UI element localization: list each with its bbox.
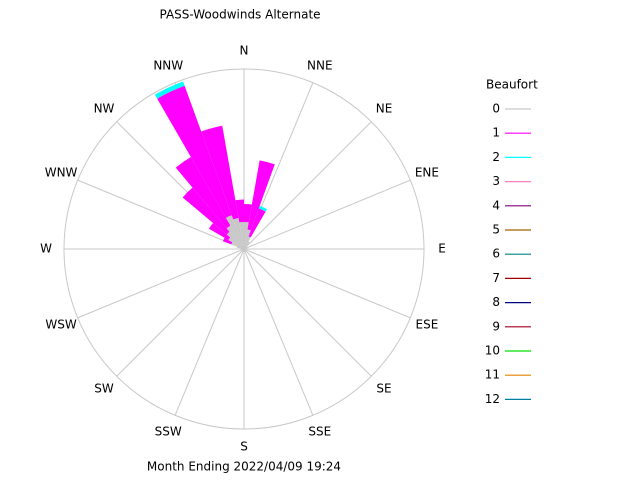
- petal-segment: [244, 249, 245, 251]
- petal-segment: [226, 225, 244, 249]
- direction-label: SE: [376, 382, 391, 396]
- spoke: [77, 179, 245, 250]
- petal-segment: [240, 249, 244, 250]
- petal-segment: [243, 249, 244, 251]
- spoke: [174, 248, 245, 416]
- legend-label: 10: [485, 344, 500, 358]
- petal-segment: [241, 249, 244, 252]
- petal-segment: [244, 247, 247, 249]
- direction-label: S: [240, 440, 248, 454]
- legend-title: Beaufort: [486, 78, 538, 92]
- petal-segment: [244, 249, 246, 251]
- direction-label: ESE: [416, 317, 439, 331]
- direction-label: ENE: [415, 166, 439, 180]
- direction-label: WSW: [45, 317, 76, 331]
- petal-segment: [239, 248, 244, 249]
- legend-label: 6: [492, 247, 500, 261]
- petal-segment: [175, 157, 231, 229]
- petal-segment: [244, 249, 246, 251]
- direction-label: E: [438, 242, 446, 256]
- petals: [154, 81, 275, 252]
- legend-label: 3: [492, 174, 500, 188]
- direction-label: SW: [94, 382, 114, 396]
- petal-segment: [248, 208, 266, 238]
- petal-segment: [236, 246, 244, 249]
- chart-title: PASS-Woodwinds Alternate: [159, 8, 320, 22]
- petal-segment: [244, 229, 251, 249]
- petal-segment: [258, 205, 267, 212]
- petal-segment: [244, 247, 247, 249]
- legend-label: 4: [492, 198, 500, 212]
- petal-segment: [231, 242, 244, 249]
- legend-label: 7: [492, 271, 500, 285]
- petal-segment: [235, 199, 244, 223]
- spoke: [77, 248, 245, 319]
- petal-segment: [241, 249, 244, 250]
- petal-segment: [244, 222, 249, 249]
- direction-label: NE: [376, 101, 393, 115]
- legend-label: 9: [492, 319, 500, 333]
- petal-segment: [157, 85, 232, 218]
- petal-segment: [242, 249, 244, 251]
- petal-segment: [226, 231, 244, 249]
- spoke: [116, 248, 245, 377]
- spoke: [243, 179, 411, 250]
- petal-segment: [241, 249, 244, 251]
- legend-label: 2: [492, 150, 500, 164]
- direction-label: SSE: [308, 424, 331, 438]
- direction-label: NW: [94, 101, 115, 115]
- petal-segment: [154, 81, 185, 99]
- chart-footer: Month Ending 2022/04/09 19:24: [147, 460, 341, 474]
- petal-segment: [244, 236, 251, 249]
- petal-segment: [244, 249, 246, 250]
- legend-label: 1: [492, 126, 500, 140]
- petal-segment: [222, 237, 233, 245]
- petal-segment: [241, 249, 244, 251]
- spoke: [243, 248, 372, 377]
- petal-segment: [244, 249, 246, 250]
- spoke: [243, 121, 372, 250]
- direction-label: WNW: [45, 166, 78, 180]
- petal-segment: [201, 125, 239, 220]
- legend-label: 0: [492, 102, 500, 116]
- petal-segment: [247, 160, 275, 231]
- spoke: [243, 248, 314, 416]
- direction-label: N: [240, 44, 249, 58]
- petal-segment: [244, 245, 248, 249]
- direction-label: SSW: [155, 424, 182, 438]
- petal-segment: [208, 222, 231, 240]
- direction-label: W: [40, 242, 52, 256]
- petal-segment: [243, 249, 244, 251]
- petal-segment: [244, 248, 246, 249]
- legend-label: 11: [485, 368, 500, 382]
- direction-label: NNW: [153, 59, 183, 73]
- petal-segment: [244, 204, 252, 223]
- legend-label: 12: [485, 392, 500, 406]
- petal-segment: [244, 249, 246, 251]
- petal-segment: [226, 215, 244, 249]
- direction-label: NNE: [307, 59, 333, 73]
- spoke: [243, 248, 411, 319]
- petal-segment: [239, 222, 244, 249]
- legend-label: 5: [492, 223, 500, 237]
- petal-segment: [228, 237, 244, 249]
- legend-label: 8: [492, 295, 500, 309]
- petal-segment: [244, 249, 245, 251]
- petal-segment: [244, 241, 250, 249]
- petal-segment: [182, 187, 230, 235]
- petal-segment: [233, 217, 244, 249]
